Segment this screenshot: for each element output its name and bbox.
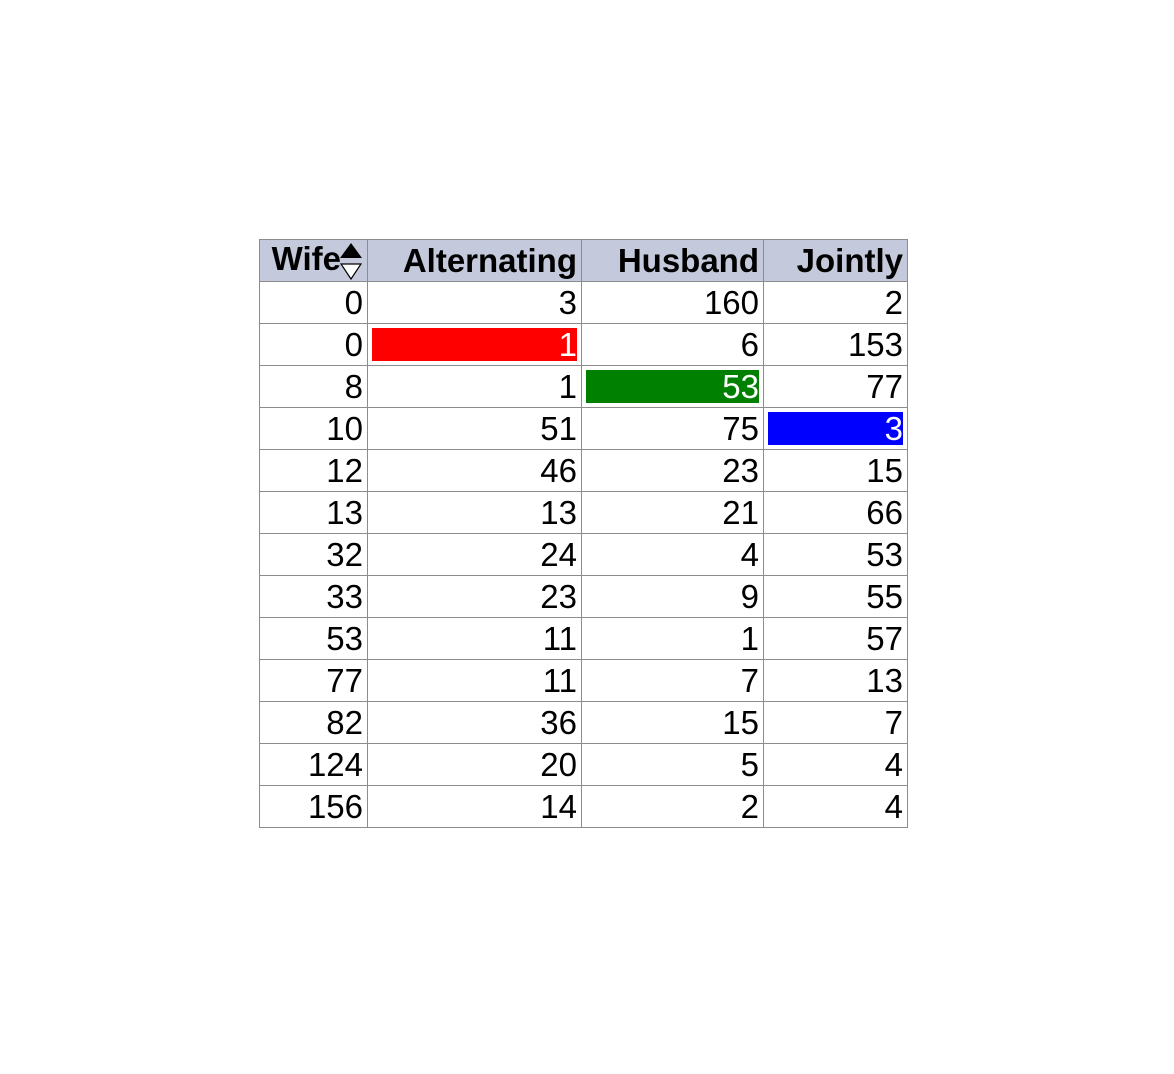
table-cell-jointly: 15 — [763, 449, 908, 493]
table-header: Wife Alternating Husband Jointly — [259, 238, 908, 283]
table-cell-wife: 13 — [259, 491, 368, 535]
table-cell-jointly: 153 — [763, 323, 908, 367]
table-cell-husband: 9 — [581, 575, 764, 619]
table-cell-alternating: 46 — [367, 449, 582, 493]
table-row: 77 11 7 13 — [259, 659, 908, 703]
table-cell-jointly: 55 — [763, 575, 908, 619]
table-cell-jointly: 53 — [763, 533, 908, 577]
table-cell-alternating: 3 — [367, 281, 582, 325]
table-cell-wife: 0 — [259, 281, 368, 325]
table-cell-alternating: 11 — [367, 617, 582, 661]
column-header-husband[interactable]: Husband — [581, 238, 764, 283]
column-header-wife[interactable]: Wife — [259, 238, 368, 283]
table-row: 0 3 160 2 — [259, 281, 908, 325]
table-cell-wife: 124 — [259, 743, 368, 787]
table-cell-alternating: 20 — [367, 743, 582, 787]
table-cell-jointly: 57 — [763, 617, 908, 661]
table-row: 0 1 6 153 — [259, 323, 908, 367]
table-cell-husband: 4 — [581, 533, 764, 577]
table-cell-jointly: 77 — [763, 365, 908, 409]
table-cell-alternating: 24 — [367, 533, 582, 577]
table-cell-husband: 5 — [581, 743, 764, 787]
table-row: 8 1 53 77 — [259, 365, 908, 409]
table-cell-wife: 32 — [259, 533, 368, 577]
table-cell-wife: 82 — [259, 701, 368, 745]
highlighted-cell: 3 — [763, 407, 908, 451]
highlighted-cell: 1 — [367, 323, 582, 367]
table-cell-husband: 160 — [581, 281, 764, 325]
table-body: 0 3 160 2 0 1 6 153 8 1 53 77 10 51 75 3 12 46 23 15 13 13 21 6… — [259, 281, 908, 829]
table-cell-husband: 7 — [581, 659, 764, 703]
table-cell-wife: 10 — [259, 407, 368, 451]
table-cell-wife: 12 — [259, 449, 368, 493]
table-row: 33 23 9 55 — [259, 575, 908, 619]
header-row: Wife Alternating Husband Jointly — [259, 238, 908, 283]
table-cell-husband: 75 — [581, 407, 764, 451]
table-cell-jointly: 2 — [763, 281, 908, 325]
table-cell-jointly: 4 — [763, 785, 908, 829]
table-cell-alternating: 13 — [367, 491, 582, 535]
table-cell-husband: 21 — [581, 491, 764, 535]
table-cell-alternating: 36 — [367, 701, 582, 745]
table-cell-alternating: 23 — [367, 575, 582, 619]
table-cell-husband: 6 — [581, 323, 764, 367]
table-cell-wife: 0 — [259, 323, 368, 367]
table-cell-wife: 33 — [259, 575, 368, 619]
table-row: 124 20 5 4 — [259, 743, 908, 787]
data-table: Wife Alternating Husband Jointly 0 3 160 2 0… — [259, 238, 908, 829]
table-cell-jointly: 66 — [763, 491, 908, 535]
table-cell-jointly: 7 — [763, 701, 908, 745]
highlighted-cell: 53 — [581, 365, 764, 409]
table-row: 10 51 75 3 — [259, 407, 908, 451]
sort-ascending-icon[interactable] — [339, 241, 363, 281]
table-cell-alternating: 14 — [367, 785, 582, 829]
table-row: 32 24 4 53 — [259, 533, 908, 577]
table-row: 156 14 2 4 — [259, 785, 908, 829]
table-cell-wife: 156 — [259, 785, 368, 829]
column-header-label: Wife — [271, 240, 341, 277]
table-cell-husband: 15 — [581, 701, 764, 745]
table-row: 12 46 23 15 — [259, 449, 908, 493]
table-row: 13 13 21 66 — [259, 491, 908, 535]
table-cell-jointly: 4 — [763, 743, 908, 787]
table-cell-wife: 77 — [259, 659, 368, 703]
table-cell-husband: 23 — [581, 449, 764, 493]
table-cell-alternating: 1 — [367, 365, 582, 409]
column-header-jointly[interactable]: Jointly — [763, 238, 908, 283]
table-cell-husband: 1 — [581, 617, 764, 661]
table-row: 82 36 15 7 — [259, 701, 908, 745]
table-row: 53 11 1 57 — [259, 617, 908, 661]
table-cell-jointly: 13 — [763, 659, 908, 703]
table-cell-wife: 53 — [259, 617, 368, 661]
table-cell-alternating: 11 — [367, 659, 582, 703]
table-cell-alternating: 51 — [367, 407, 582, 451]
table-cell-wife: 8 — [259, 365, 368, 409]
table-cell-husband: 2 — [581, 785, 764, 829]
column-header-alternating[interactable]: Alternating — [367, 238, 582, 283]
